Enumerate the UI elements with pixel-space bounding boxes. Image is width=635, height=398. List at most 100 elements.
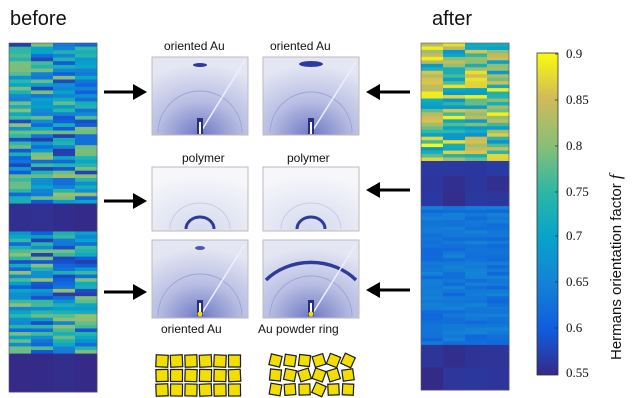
heatmap-cell bbox=[421, 129, 444, 134]
heatmap-cell bbox=[9, 253, 32, 258]
heatmap-cell bbox=[53, 86, 76, 91]
heatmap-cell bbox=[53, 53, 76, 58]
heatmap-cell bbox=[31, 108, 54, 113]
heatmap-cell bbox=[443, 56, 466, 61]
heatmap-cell bbox=[421, 49, 444, 54]
heatmap-cell bbox=[443, 63, 466, 68]
heatmap-cell bbox=[487, 296, 510, 301]
heatmap-cell bbox=[75, 101, 98, 106]
heatmap-cell bbox=[421, 74, 444, 79]
heatmap-cell bbox=[421, 105, 444, 110]
heatmap-cell bbox=[465, 77, 488, 82]
heatmap-cell bbox=[443, 251, 466, 256]
nanocube bbox=[198, 368, 213, 383]
nanocube bbox=[325, 352, 342, 369]
heatmap-cell bbox=[75, 159, 98, 164]
heatmap-cell bbox=[53, 231, 76, 236]
heatmap-cell bbox=[9, 346, 32, 351]
heatmap-cell bbox=[421, 320, 444, 325]
heatmap-cell bbox=[31, 288, 54, 293]
heatmap-cell bbox=[465, 53, 488, 58]
heatmap-cell bbox=[421, 43, 444, 47]
heatmap-cell bbox=[53, 324, 76, 329]
heatmap-cell bbox=[31, 235, 54, 240]
heatmap-cell bbox=[75, 256, 98, 261]
heatmap-cell bbox=[31, 181, 54, 186]
heatmap-cell bbox=[421, 191, 444, 207]
heatmap-cell bbox=[421, 244, 444, 249]
heatmap-cell bbox=[465, 244, 488, 249]
heatmap-cell bbox=[75, 203, 98, 232]
nanocube bbox=[155, 383, 169, 397]
heatmap-cell bbox=[75, 192, 98, 197]
heatmap-cell bbox=[421, 136, 444, 141]
heatmap-cell bbox=[9, 97, 32, 102]
heatmap-cell bbox=[75, 170, 98, 175]
heatmap-cell bbox=[421, 324, 444, 328]
after-orientation-map bbox=[420, 42, 510, 391]
heatmap-cell bbox=[487, 81, 510, 86]
nanocube bbox=[198, 383, 213, 397]
heatmap-cell bbox=[487, 275, 510, 280]
heatmap-cell bbox=[487, 74, 510, 79]
heatmap-cell bbox=[443, 219, 466, 224]
heatmap-cell bbox=[443, 122, 466, 127]
heatmap-cell bbox=[443, 140, 466, 145]
heatmap-cell bbox=[465, 81, 488, 86]
heatmap-cell bbox=[421, 150, 444, 155]
heatmap-cell bbox=[487, 268, 510, 273]
heatmap-cell bbox=[465, 313, 488, 318]
nanocube bbox=[297, 353, 312, 368]
heatmap-cell bbox=[443, 247, 466, 252]
heatmap-cell bbox=[9, 267, 32, 272]
heatmap-cell bbox=[443, 254, 466, 259]
heatmap-cell bbox=[487, 303, 510, 308]
heatmap-cell bbox=[421, 261, 444, 266]
heatmap-cell bbox=[421, 91, 444, 96]
heatmap-cell bbox=[487, 46, 510, 51]
heatmap-cell bbox=[9, 61, 32, 66]
heatmap-cell bbox=[53, 123, 76, 128]
heatmap-cell bbox=[9, 335, 32, 340]
colorbar-tick-5: 0.65 bbox=[566, 274, 589, 289]
heatmap-cell bbox=[421, 233, 444, 238]
heatmap-cell bbox=[487, 233, 510, 238]
heatmap-cell bbox=[465, 67, 488, 72]
heatmap-cell bbox=[465, 299, 488, 304]
heatmap-cell bbox=[75, 321, 98, 326]
heatmap-cell bbox=[443, 285, 466, 290]
heatmap-cell bbox=[421, 292, 444, 297]
heatmap-cell bbox=[487, 310, 510, 315]
heatmap-cell bbox=[487, 261, 510, 266]
nanocube bbox=[311, 367, 327, 383]
heatmap-cell bbox=[421, 77, 444, 82]
heatmap-cell bbox=[487, 56, 510, 61]
heatmap-cell bbox=[75, 328, 98, 333]
heatmap-cell bbox=[53, 43, 76, 48]
heatmap-cell bbox=[75, 317, 98, 322]
heatmap-cell bbox=[421, 337, 444, 342]
heatmap-cell bbox=[31, 72, 54, 77]
heatmap-cell bbox=[75, 263, 98, 268]
heatmap-cell bbox=[421, 367, 444, 391]
heatmap-cell bbox=[443, 303, 466, 308]
heatmap-cell bbox=[9, 174, 32, 179]
heatmap-cell bbox=[443, 95, 466, 99]
heatmap-cell bbox=[465, 247, 488, 252]
heatmap-cell bbox=[465, 213, 488, 217]
heatmap-cell bbox=[31, 306, 54, 311]
heatmap-cell bbox=[487, 247, 510, 252]
heatmap-cell bbox=[421, 140, 444, 145]
heatmap-cell bbox=[487, 272, 510, 276]
heatmap-cell bbox=[53, 134, 76, 139]
heatmap-frame bbox=[420, 42, 510, 391]
heatmap-cell bbox=[443, 213, 466, 217]
heatmap-cell bbox=[421, 278, 444, 283]
heatmap-cell bbox=[465, 95, 488, 99]
heatmap-cell bbox=[465, 282, 488, 287]
heatmap-cell bbox=[465, 310, 488, 315]
heatmap-cell bbox=[465, 91, 488, 96]
heatmap-cell bbox=[421, 206, 444, 210]
heatmap-cell bbox=[487, 49, 510, 54]
heatmap-cell bbox=[487, 133, 510, 138]
